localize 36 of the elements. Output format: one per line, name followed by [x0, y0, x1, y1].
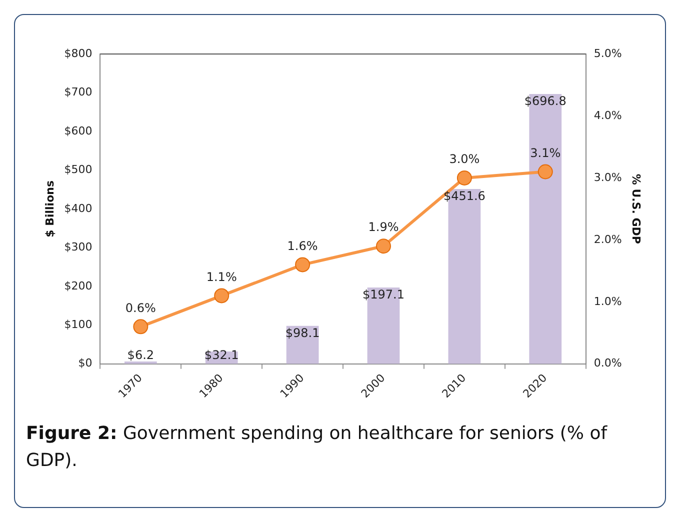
point [456, 170, 472, 186]
y2-tick-label: 2.0% [594, 232, 622, 246]
y2-tick-label: 1.0% [594, 294, 622, 308]
data-label: 3.1% [530, 146, 561, 160]
data-label: 0.6% [125, 300, 156, 315]
data-label: $696.8 [524, 94, 566, 108]
y-axis-title: $ Billions [43, 180, 56, 238]
y-tick-label: $300 [64, 240, 92, 254]
y-tick-label: $200 [64, 279, 92, 292]
y2-tick-label: 5.0% [594, 46, 622, 60]
y2-tick-label: 4.0% [594, 108, 622, 122]
data-label: $197.1 [362, 288, 404, 302]
data-label: $98.1 [285, 326, 320, 340]
data-label: $32.1 [204, 348, 239, 362]
data-label: $6.2 [127, 348, 154, 362]
data-label: 3.0% [449, 152, 480, 166]
point [133, 319, 148, 334]
point [295, 257, 310, 272]
point [376, 238, 391, 254]
y-tick-label: $400 [64, 202, 92, 215]
y-tick-label: $500 [64, 163, 92, 176]
y-tick-label: $100 [64, 318, 92, 331]
text: Figure 2: Government spending on healthcare for seniors (% of GDP). [26, 423, 608, 471]
y-tick-label: $700 [64, 86, 92, 99]
data-label: 1.6% [287, 238, 318, 253]
point [214, 288, 230, 304]
data-label: 1.1% [206, 270, 237, 284]
data-label: $451.6 [443, 189, 486, 204]
y2-tick-label: 0.0% [594, 356, 622, 370]
point [538, 164, 553, 180]
data-label: 1.9% [368, 220, 399, 234]
y-tick-label: $0 [78, 356, 92, 370]
y2-tick-label: 3.0% [594, 170, 622, 184]
y-tick-label: $600 [64, 124, 92, 138]
y2-axis-title: % U.S. GDP [630, 174, 643, 244]
y-tick-label: $800 [64, 46, 92, 60]
